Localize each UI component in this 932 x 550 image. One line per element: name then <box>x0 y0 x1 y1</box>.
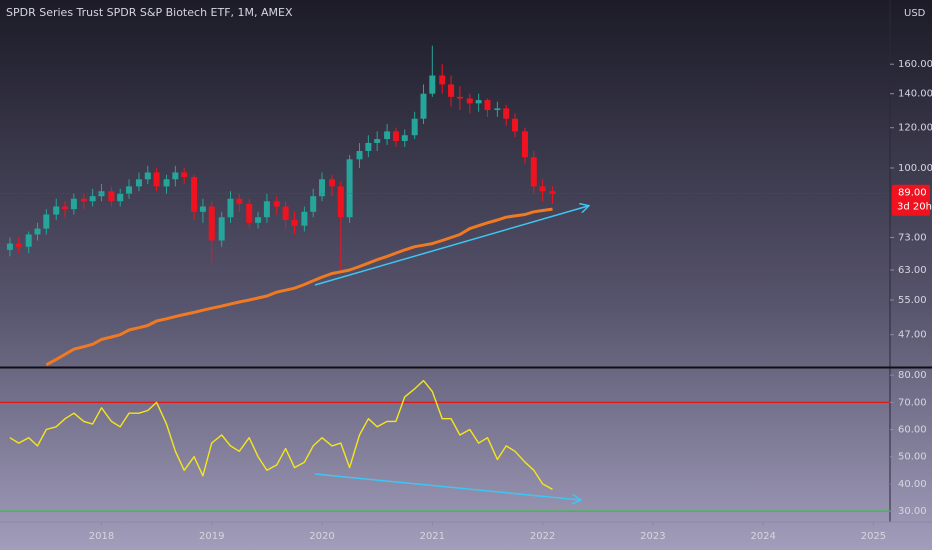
candle-body <box>374 139 381 143</box>
y-tick-label: 160.00 <box>898 59 932 70</box>
candle-body <box>291 220 298 226</box>
candle-body <box>429 75 436 94</box>
candle-body <box>475 100 482 104</box>
candle-body <box>319 179 326 197</box>
y-tick-label: 63.00 <box>898 265 927 276</box>
candle-body <box>135 179 142 187</box>
countdown-label: 3d 20h <box>897 202 932 213</box>
y-tick-label: 47.00 <box>898 330 927 341</box>
candle-body <box>199 206 206 212</box>
y-tick-label: 55.00 <box>898 295 927 306</box>
candle-body <box>273 201 280 207</box>
y-tick-label: 30.00 <box>898 506 927 517</box>
candle-body <box>6 243 13 250</box>
candle-body <box>346 159 353 218</box>
candle-body <box>15 243 22 247</box>
candle-body <box>89 196 96 202</box>
currency-label: USD <box>904 8 926 19</box>
candle-body <box>530 157 537 187</box>
last-price-box <box>892 184 930 216</box>
candle-body <box>503 108 510 119</box>
y-tick-label: 73.00 <box>898 232 927 243</box>
candle-body <box>494 108 501 111</box>
candle-body <box>337 186 344 218</box>
candle-body <box>126 186 133 194</box>
moving-average <box>45 207 553 367</box>
candle-body <box>153 172 160 187</box>
candle-body <box>365 142 372 151</box>
candle-body <box>191 176 198 212</box>
candle-body <box>484 100 491 111</box>
candle-body <box>401 135 408 141</box>
candle-body <box>43 214 50 229</box>
candle-body <box>25 234 32 247</box>
y-tick-label: 140.00 <box>898 89 932 100</box>
y-tick-label: 50.00 <box>898 452 927 463</box>
candle-body <box>328 179 335 187</box>
x-tick-label: 2024 <box>750 531 775 542</box>
candle-body <box>236 198 243 204</box>
candle-body <box>539 186 546 192</box>
candle-body <box>108 191 115 202</box>
candle-body <box>466 98 473 104</box>
candle-body <box>53 206 60 215</box>
y-tick-label: 60.00 <box>898 425 927 436</box>
candle-body <box>34 228 41 235</box>
candle-body <box>310 196 317 212</box>
candle-body <box>263 201 270 218</box>
candle-body <box>181 172 188 177</box>
candle-body <box>246 203 253 223</box>
candle-body <box>549 191 556 194</box>
candle-body <box>172 172 179 180</box>
candle-body <box>98 191 105 197</box>
rsi-line <box>9 379 553 491</box>
y-tick-label: 70.00 <box>898 397 927 408</box>
last-price-label: 89.00 <box>898 188 927 199</box>
x-tick-label: 2023 <box>640 531 665 542</box>
candle-body <box>62 206 69 210</box>
candle-body <box>117 193 124 202</box>
x-tick-label: 2020 <box>309 531 334 542</box>
y-tick-label: 120.00 <box>898 123 932 134</box>
x-tick-label: 2022 <box>530 531 555 542</box>
x-tick-label: 2018 <box>89 531 114 542</box>
candle-body <box>439 75 446 85</box>
candle-body <box>512 118 519 132</box>
trend-arrow <box>314 473 580 500</box>
candle-body <box>70 198 77 210</box>
x-tick-label: 2021 <box>420 531 445 542</box>
candle-body <box>448 84 455 97</box>
candle-body <box>301 211 308 226</box>
candle-body <box>218 217 225 241</box>
candle-body <box>282 206 289 221</box>
x-tick-label: 2019 <box>199 531 224 542</box>
candle-body <box>80 198 87 202</box>
candle-body <box>411 118 418 136</box>
y-tick-label: 100.00 <box>898 163 932 174</box>
candle-body <box>356 150 363 160</box>
plot-layer: 47.00 55.00 63.00 73.00 100.00 120.00 140.00 16… <box>0 45 932 542</box>
candle-body <box>384 131 391 140</box>
candle-body <box>163 179 170 187</box>
x-tick-label: 2025 <box>861 531 886 542</box>
candle-body <box>420 93 427 119</box>
candle-body <box>255 217 262 223</box>
candle-body <box>208 206 215 241</box>
y-tick-label: 40.00 <box>898 479 927 490</box>
candle-body <box>144 172 151 180</box>
y-tick-label: 80.00 <box>898 370 927 381</box>
candle-body <box>456 96 463 99</box>
candle-body <box>227 198 234 218</box>
candle-body <box>521 131 528 158</box>
chart-title: SPDR Series Trust SPDR S&P Biotech ETF, … <box>6 6 293 19</box>
candle-body <box>392 131 399 141</box>
trend-arrow <box>314 206 588 286</box>
